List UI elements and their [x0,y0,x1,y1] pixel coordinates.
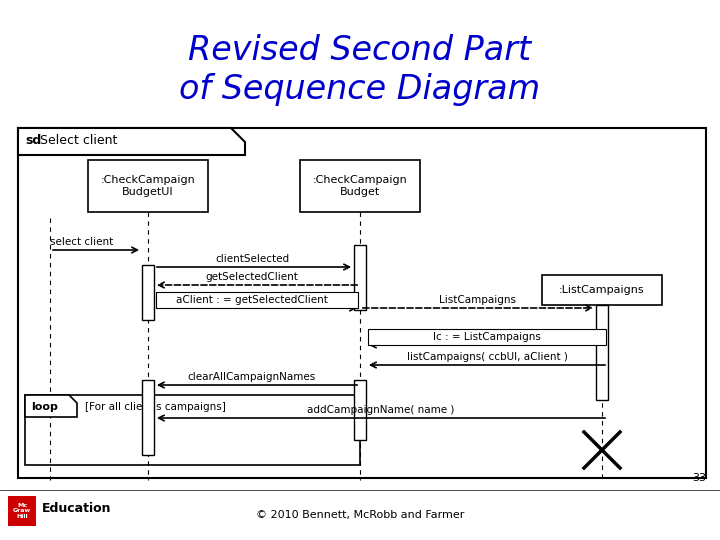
Text: :ListCampaigns: :ListCampaigns [559,285,645,295]
Text: © 2010 Bennett, McRobb and Farmer: © 2010 Bennett, McRobb and Farmer [256,510,464,520]
Bar [25,395,360,465]
Bar [354,380,366,440]
Text: clearAllCampaignNames: clearAllCampaignNames [188,372,316,382]
Bar [596,305,608,400]
Bar [8,496,36,526]
Text: Mc
Graw
Hill: Mc Graw Hill [13,503,31,519]
Text: listCampaigns( ccbUI, aClient ): listCampaigns( ccbUI, aClient ) [407,352,567,362]
Text: :CheckCampaign
Budget: :CheckCampaign Budget [312,175,408,197]
Text: select client: select client [50,237,113,247]
Text: addCampaignName( name ): addCampaignName( name ) [307,405,455,415]
Text: sd: sd [25,134,41,147]
Polygon shape [18,128,245,155]
Text: of Sequence Diagram: of Sequence Diagram [179,73,541,106]
Text: Education: Education [42,502,112,515]
Bar [18,128,706,478]
Bar [88,160,208,212]
Text: lc : = ListCampaigns: lc : = ListCampaigns [433,332,541,342]
Bar [300,160,420,212]
Text: Revised Second Part: Revised Second Part [189,33,531,66]
Text: clientSelected: clientSelected [215,254,289,264]
Text: getSelectedClient: getSelectedClient [206,272,298,282]
Text: 33: 33 [692,473,706,483]
Text: :CheckCampaign
BudgetUI: :CheckCampaign BudgetUI [101,175,195,197]
Bar [542,275,662,305]
Bar [368,329,606,345]
Text: loop: loop [31,402,58,412]
Text: [For all client's campaigns]: [For all client's campaigns] [85,402,226,412]
Text: aClient : = getSelectedClient: aClient : = getSelectedClient [176,295,328,305]
Text: Select client: Select client [40,134,117,147]
Bar [156,292,358,308]
Bar [354,245,366,310]
Text: ListCampaigns: ListCampaigns [439,295,516,305]
Bar [142,380,154,455]
Bar [142,265,154,320]
Polygon shape [25,395,77,417]
